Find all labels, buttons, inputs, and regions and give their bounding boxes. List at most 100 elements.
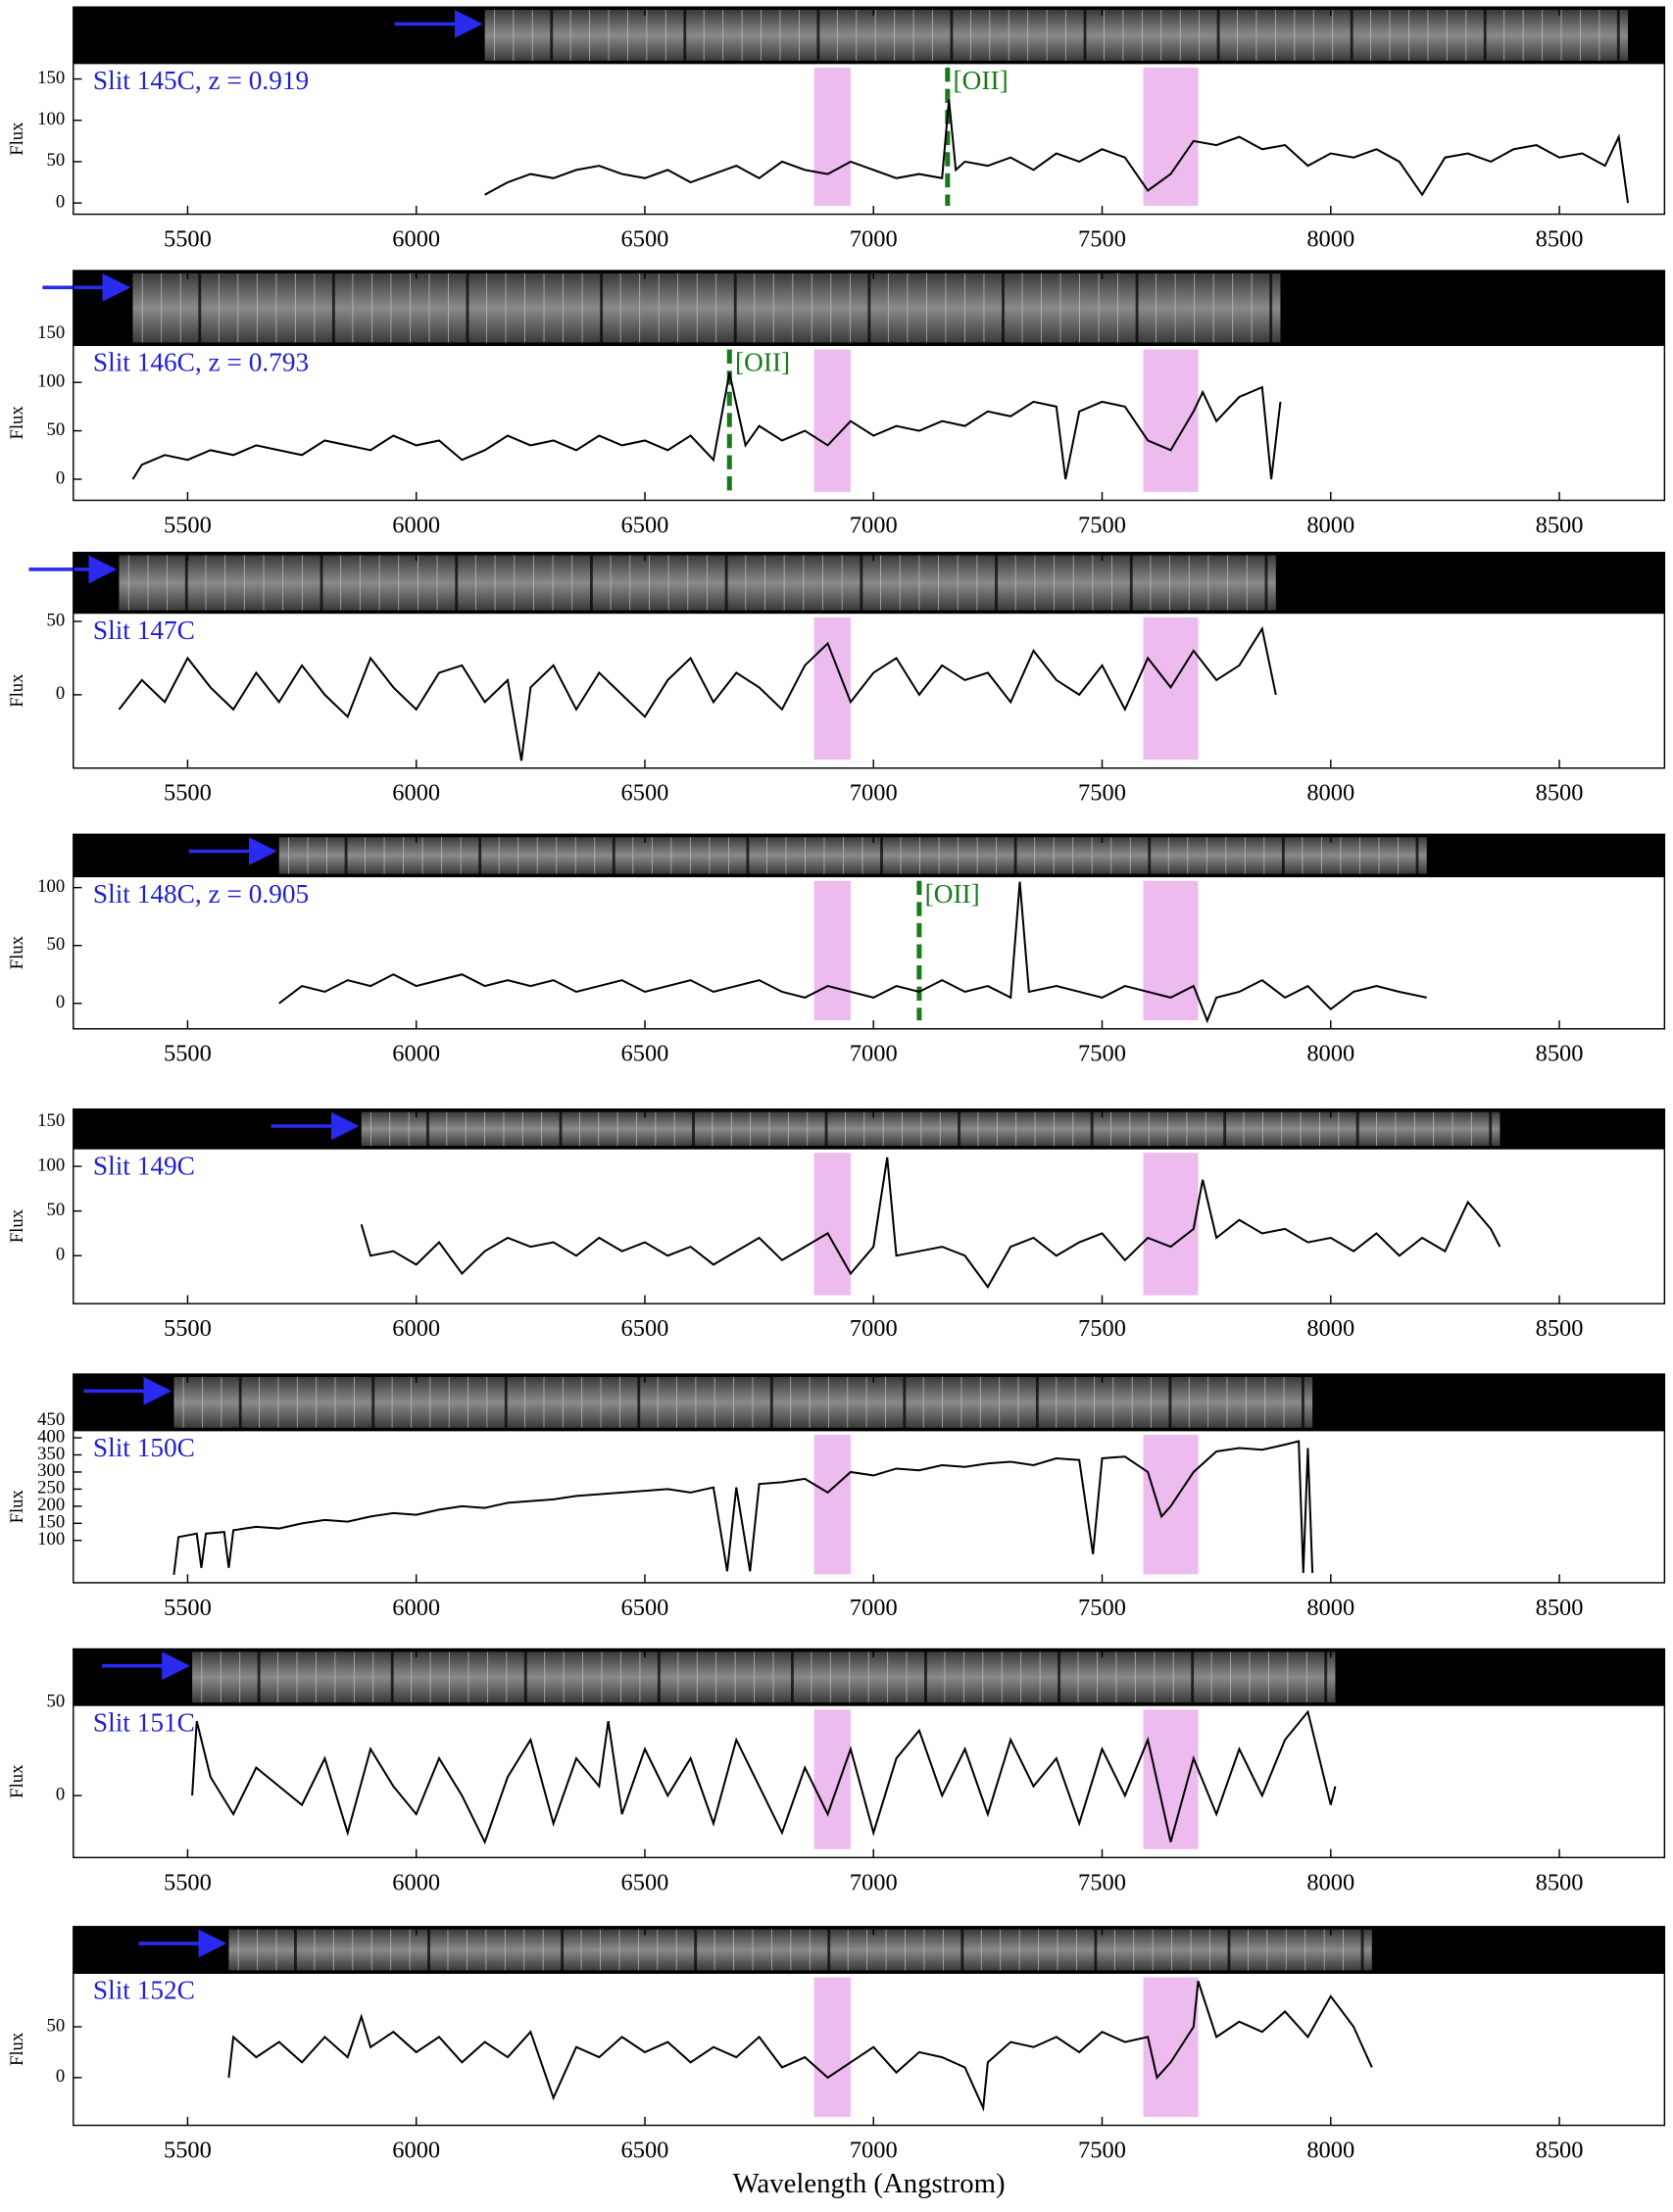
telluric-band	[1143, 349, 1199, 492]
x-tick-label: 8000	[1306, 1315, 1354, 1342]
x-tick-label: 6500	[621, 512, 669, 538]
x-tick-label: 7500	[1078, 2137, 1126, 2163]
x-tick-label: 8500	[1536, 1315, 1584, 1342]
x-tick-label: 6000	[392, 1315, 440, 1342]
y-tick-label: 0	[56, 1245, 65, 1265]
x-tick-label: 7500	[1078, 226, 1126, 253]
panel: [OII] 5500 6000 6500 7000 7500 8000 8500 0 50 100 1…	[7, 270, 1666, 538]
x-tick-label: 5500	[164, 1041, 212, 1067]
panel-title: Slit 148C, z = 0.905	[93, 879, 309, 909]
x-tick-label: 5500	[164, 1595, 212, 1621]
spectrum-line	[172, 1440, 1314, 1575]
x-tick-label: 6500	[621, 780, 669, 807]
y-axis-label: Flux	[7, 1489, 27, 1523]
x-tick-label: 8500	[1536, 1869, 1584, 1895]
x-tick-label: 7000	[850, 512, 898, 538]
y-tick-label: 100	[37, 1155, 65, 1175]
y-tick-label: 50	[46, 419, 65, 440]
telluric-band	[1143, 68, 1199, 206]
spectrum-line	[278, 881, 1427, 1024]
panel-title: Slit 145C, z = 0.919	[93, 66, 309, 95]
y-axis-label: Flux	[7, 1764, 27, 1798]
spectrum-strip	[484, 10, 1629, 61]
axes-frame	[73, 833, 1666, 1030]
x-tick-label: 6000	[392, 780, 440, 807]
x-tick-label: 8000	[1306, 780, 1354, 807]
y-tick-label: 350	[37, 1444, 65, 1464]
x-tick-label: 5500	[164, 226, 212, 253]
x-tick-label: 7500	[1078, 780, 1126, 807]
x-tick-label: 7000	[850, 780, 898, 807]
y-tick-label: 100	[37, 876, 65, 897]
spectrum-strip	[361, 1111, 1501, 1147]
y-tick-label: 150	[37, 322, 65, 343]
x-tick-label: 7000	[850, 1041, 898, 1067]
panel: 5500 6000 6500 7000 7500 8000 8500 100150200250…	[7, 1373, 1666, 1621]
x-tick-label: 6000	[392, 226, 440, 253]
x-tick-label: 7000	[850, 1315, 898, 1342]
x-tick-label: 7000	[850, 1595, 898, 1621]
telluric-band	[813, 880, 851, 1021]
x-tick-label: 7500	[1078, 1315, 1126, 1342]
panel: [OII] 5500 6000 6500 7000 7500 8000 8500 0 50 100 1…	[7, 6, 1666, 253]
x-tick-label: 7500	[1078, 1041, 1126, 1067]
spectrum-strip	[228, 1929, 1372, 1971]
x-tick-label: 5500	[164, 780, 212, 807]
x-tick-label: 6000	[392, 1595, 440, 1621]
x-tick-label: 7000	[850, 2137, 898, 2163]
x-tick-label: 8000	[1306, 1041, 1354, 1067]
x-tick-label: 6000	[392, 512, 440, 538]
y-tick-label: 400	[37, 1426, 65, 1447]
x-tick-label: 5500	[164, 1315, 212, 1342]
x-tick-label: 6500	[621, 1869, 669, 1895]
spectrum-line	[118, 625, 1277, 762]
y-tick-label: 150	[37, 68, 65, 88]
panel: 5500 6000 6500 7000 7500 8000 8500 0 50 Flux Slit …	[7, 1926, 1666, 2199]
x-tick-label: 5500	[164, 2137, 212, 2163]
y-tick-label: 50	[46, 1200, 65, 1220]
y-axis-label: Flux	[7, 935, 27, 969]
telluric-band	[813, 1153, 851, 1296]
x-tick-label: 7500	[1078, 1869, 1126, 1895]
y-axis-label: Flux	[7, 122, 27, 156]
x-tick-label: 8500	[1536, 1595, 1584, 1621]
y-axis-label: Flux	[7, 406, 27, 440]
x-tick-label: 8000	[1306, 1595, 1354, 1621]
axes-frame	[73, 6, 1666, 216]
y-tick-label: 150	[37, 1110, 65, 1131]
telluric-band	[813, 68, 851, 206]
x-tick-label: 5500	[164, 512, 212, 538]
axes-frame	[73, 1647, 1666, 1859]
y-axis-label: Flux	[7, 673, 27, 708]
x-tick-label: 7500	[1078, 512, 1126, 538]
panel: 5500 6000 6500 7000 7500 8000 8500 0 50 100 150 Flu…	[7, 1108, 1666, 1342]
y-tick-label: 450	[37, 1409, 65, 1430]
telluric-band	[813, 349, 851, 492]
y-axis-label: Flux	[7, 1208, 27, 1243]
x-tick-label: 6000	[392, 2137, 440, 2163]
spectrum-strip	[173, 1376, 1313, 1428]
y-tick-label: 0	[56, 992, 65, 1012]
line-label: [OII]	[954, 66, 1009, 95]
y-axis-label: Flux	[7, 2032, 27, 2066]
axes-frame	[73, 1926, 1666, 2127]
telluric-band	[1143, 1153, 1199, 1296]
y-tick-label: 300	[37, 1460, 65, 1481]
x-tick-label: 6500	[621, 1595, 669, 1621]
x-tick-label: 7000	[850, 1869, 898, 1895]
y-tick-label: 250	[37, 1478, 65, 1499]
x-tick-label: 8000	[1306, 226, 1354, 253]
spectrum-strip	[119, 555, 1276, 611]
x-tick-label: 8500	[1536, 226, 1584, 253]
spectrum-strip	[192, 1651, 1336, 1703]
axes-frame	[73, 551, 1666, 769]
y-tick-label: 50	[46, 934, 65, 955]
x-tick-label: 6500	[621, 1041, 669, 1067]
telluric-band	[813, 1434, 851, 1575]
spectrum-strip	[132, 272, 1281, 343]
y-tick-label: 0	[56, 683, 65, 704]
x-tick-label: 8500	[1536, 1041, 1584, 1067]
x-tick-label: 6500	[621, 2137, 669, 2163]
spectrum-line	[360, 1156, 1501, 1289]
